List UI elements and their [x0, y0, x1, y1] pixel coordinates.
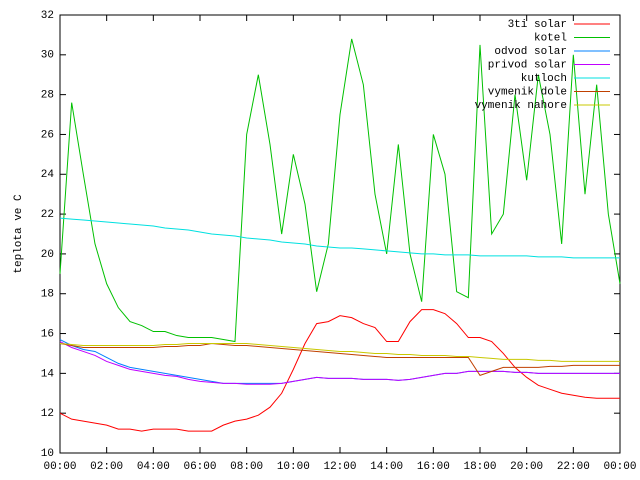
series-line	[59, 309, 620, 432]
legend-label: 3ti solar	[508, 19, 567, 31]
y-axis-label: teplota ve C	[13, 194, 25, 274]
y-tick-label: 14	[41, 368, 55, 380]
y-tick-label: 30	[41, 50, 54, 62]
x-tick-label: 08:00	[230, 461, 263, 473]
y-tick-label: 16	[41, 328, 54, 340]
x-tick-label: 14:00	[370, 461, 403, 473]
x-tick-label: 00:00	[603, 461, 636, 473]
y-tick-label: 24	[41, 169, 55, 181]
x-tick-label: 12:00	[323, 461, 356, 473]
x-tick-label: 06:00	[183, 461, 216, 473]
legend-label: vymenik dole	[488, 86, 567, 98]
x-tick-label: 16:00	[417, 461, 450, 473]
series-line	[59, 339, 620, 384]
series-line	[59, 342, 620, 376]
series-line	[59, 38, 621, 343]
y-tick-label: 22	[41, 209, 54, 221]
legend-label: vymenik nahore	[475, 100, 567, 112]
x-tick-label: 20:00	[510, 461, 543, 473]
legend-label: kotel	[534, 32, 567, 44]
legend-label: odvod solar	[494, 46, 567, 58]
x-tick-label: 18:00	[463, 461, 496, 473]
x-tick-label: 10:00	[277, 461, 310, 473]
y-tick-label: 26	[41, 129, 54, 141]
x-tick-label: 04:00	[137, 461, 170, 473]
y-tick-label: 12	[41, 408, 54, 420]
y-tick-label: 28	[41, 90, 54, 102]
x-tick-label: 22:00	[557, 461, 590, 473]
series-line	[59, 341, 620, 385]
y-tick-label: 32	[41, 10, 54, 22]
legend-label: kutloch	[521, 73, 567, 85]
series-line	[59, 217, 620, 259]
x-tick-label: 00:00	[43, 461, 76, 473]
legend-label: privod solar	[488, 59, 567, 71]
y-tick-label: 20	[41, 249, 54, 261]
series-line	[59, 343, 620, 362]
y-tick-label: 18	[41, 289, 54, 301]
y-tick-label: 10	[41, 448, 54, 460]
x-tick-label: 02:00	[90, 461, 123, 473]
